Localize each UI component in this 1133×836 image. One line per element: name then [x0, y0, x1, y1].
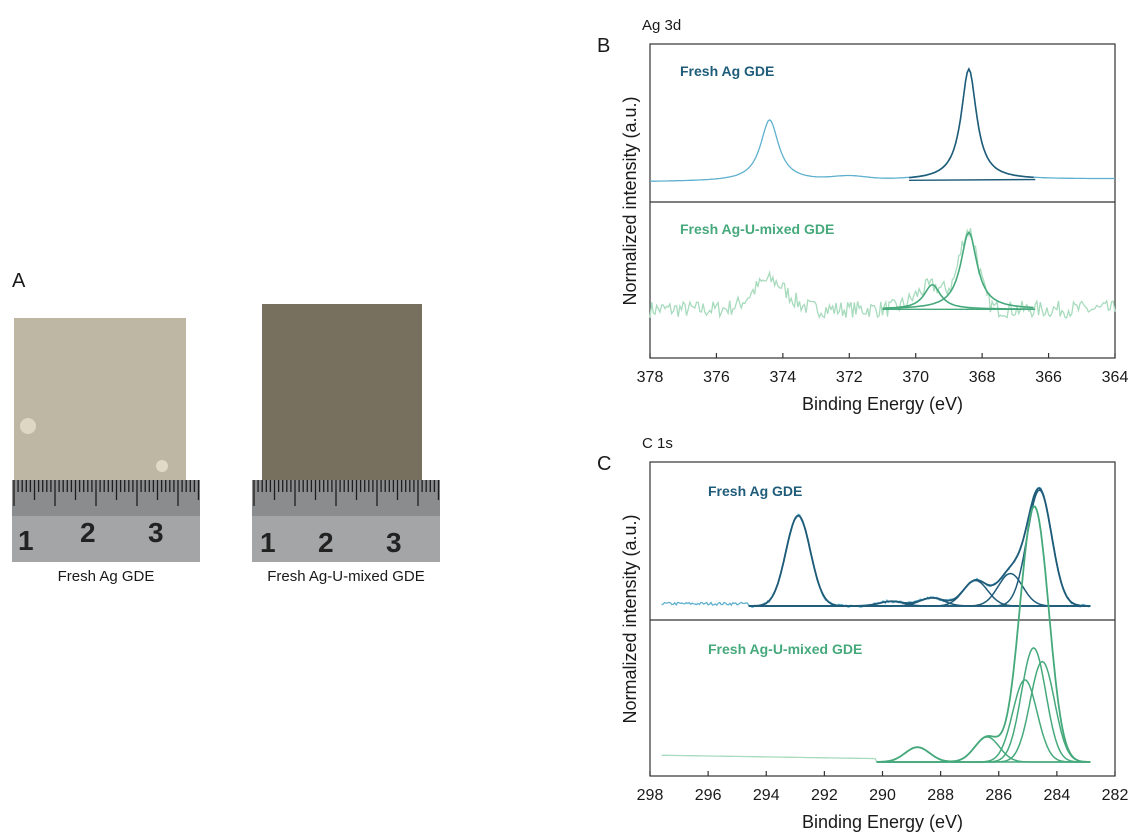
photo-fresh-ag-u-mixed-gde: 1 2 3 — [252, 304, 440, 562]
x-tick-label: 368 — [969, 369, 996, 386]
raw-spectrum-line — [649, 228, 1116, 319]
series-label: Fresh Ag GDE — [680, 63, 774, 79]
fit-baseline — [909, 178, 1036, 181]
y-axis-label: Normalized intensity (a.u.) — [620, 514, 640, 723]
x-tick-label: 372 — [836, 369, 863, 386]
x-tick-label: 296 — [695, 787, 722, 804]
plot-frame — [649, 43, 1116, 359]
fit-envelope-line — [876, 505, 1091, 763]
ruler-number: 2 — [318, 527, 334, 558]
fit-envelope-line — [748, 487, 1091, 607]
electrode-sample — [14, 318, 186, 488]
x-tick-label: 370 — [902, 369, 929, 386]
photo-mixed-svg: 1 2 3 — [252, 304, 440, 562]
panel-b-letter: B — [597, 35, 610, 57]
x-tick-label: 286 — [985, 787, 1012, 804]
fit-component-line — [882, 231, 1034, 310]
sample-spot — [20, 418, 36, 434]
ruler-number: 1 — [18, 525, 34, 556]
fit-component-line — [876, 660, 1091, 763]
panel-a-letter: A — [12, 270, 26, 292]
x-tick-label: 376 — [703, 369, 730, 386]
plot-frame — [649, 461, 1116, 777]
x-tick-label: 282 — [1102, 787, 1129, 804]
photo-caption: Fresh Ag-U-mixed GDE — [267, 568, 425, 585]
photo-ag-svg: 1 2 3 — [12, 318, 200, 562]
series-label: Fresh Ag-U-mixed GDE — [708, 641, 862, 657]
x-tick-label: 292 — [811, 787, 838, 804]
x-tick-label: 378 — [637, 369, 664, 386]
ruler-shine — [12, 516, 200, 562]
chart-c-1s: C 1s 298 296 294 292 290 288 286 284 282 Binding E… — [620, 435, 1128, 832]
photo-fresh-ag-gde: 1 2 3 — [12, 316, 200, 562]
series-label: Fresh Ag-U-mixed GDE — [680, 221, 834, 237]
photo-caption: Fresh Ag GDE — [57, 568, 155, 585]
chart-ag-3d: Ag 3d 378 376 374 372 370 368 366 364 Binding Ene… — [620, 17, 1128, 414]
ruler-ticks — [253, 480, 440, 506]
raw-spectrum-line — [650, 67, 1115, 182]
ruler-shine — [252, 516, 440, 562]
x-tick-label: 288 — [927, 787, 954, 804]
x-axis-label: Binding Energy (eV) — [802, 394, 963, 414]
fit-component-line — [748, 514, 1091, 607]
chart-title: Ag 3d — [642, 17, 681, 34]
ruler-number: 3 — [386, 527, 402, 558]
panel-c-letter: C — [597, 453, 611, 475]
x-tick-label: 294 — [753, 787, 780, 804]
ruler-ticks — [13, 480, 200, 506]
x-tick-label: 290 — [869, 787, 896, 804]
ruler-number: 3 — [148, 517, 164, 548]
x-axis-label: Binding Energy (eV) — [802, 812, 963, 832]
fit-component-line — [909, 67, 1034, 179]
series-label: Fresh Ag GDE — [708, 483, 802, 499]
fit-component-line — [748, 579, 1091, 607]
y-axis-label: Normalized intensity (a.u.) — [620, 96, 640, 305]
ruler-number: 2 — [80, 517, 96, 548]
ruler-number: 1 — [260, 527, 276, 558]
x-tick-label: 284 — [1044, 787, 1071, 804]
fit-component-line — [748, 489, 1091, 607]
x-tick-label: 298 — [637, 787, 664, 804]
x-tick-label: 366 — [1035, 369, 1062, 386]
x-tick-label: 374 — [770, 369, 797, 386]
electrode-sample — [262, 304, 422, 484]
x-tick-label: 364 — [1102, 369, 1129, 386]
chart-title: C 1s — [642, 435, 673, 452]
sample-spot — [156, 460, 168, 472]
